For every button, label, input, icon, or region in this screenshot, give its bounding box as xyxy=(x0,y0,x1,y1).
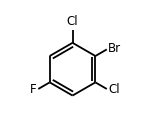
Text: Cl: Cl xyxy=(108,83,120,96)
Text: Cl: Cl xyxy=(67,15,78,28)
Text: Br: Br xyxy=(108,42,121,55)
Text: F: F xyxy=(30,83,37,96)
